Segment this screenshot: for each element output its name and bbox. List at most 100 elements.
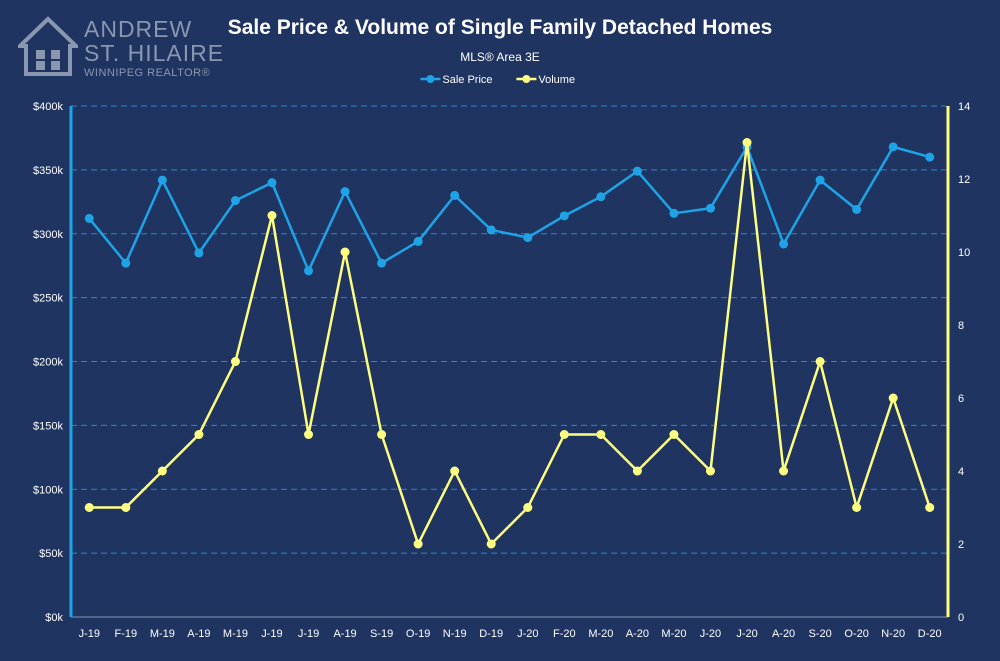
sale-price-point <box>925 152 935 162</box>
x-tick-label: A-19 <box>187 628 210 640</box>
volume-point <box>377 430 387 439</box>
volume-point <box>267 211 277 220</box>
chart-subtitle: MLS® Area 3E <box>460 50 540 64</box>
x-tick-label: J-20 <box>736 628 757 640</box>
x-tick-label: M-19 <box>150 628 175 640</box>
sale-price-point <box>267 178 277 188</box>
volume-point <box>742 138 752 147</box>
x-tick-label: M-20 <box>661 628 686 640</box>
sale-price-point <box>523 233 533 243</box>
x-tick-label: J-19 <box>79 628 100 640</box>
house-icon <box>18 16 78 76</box>
sale-price-point <box>84 213 94 223</box>
y-right-tick-label: 2 <box>958 539 964 551</box>
sale-price-point <box>121 258 131 268</box>
volume-point <box>194 430 204 439</box>
brand-tagline: WINNIPEG REALTOR® <box>84 67 211 79</box>
volume-point <box>815 357 825 366</box>
volume-point <box>925 503 935 512</box>
chart-title: Sale Price & Volume of Single Family Det… <box>227 16 773 39</box>
volume-point <box>523 503 533 512</box>
volume-point <box>340 247 350 257</box>
sale-price-point <box>779 239 789 249</box>
x-tick-label: N-20 <box>881 628 905 640</box>
volume-series-line <box>89 141 931 546</box>
volume-point <box>669 430 679 439</box>
sale-price-point <box>705 203 715 213</box>
x-tick-label: D-20 <box>918 628 942 640</box>
x-tick-label: A-20 <box>626 628 649 640</box>
x-tick-label: F-20 <box>553 628 576 640</box>
y-left-tick-label: $100k <box>33 484 63 496</box>
y-right-tick-label: 12 <box>958 174 970 186</box>
y-right-tick-label: 14 <box>958 101 970 113</box>
brand-logo: ANDREW ST. HILAIRE WINNIPEG REALTOR® <box>18 14 228 80</box>
legend-sale-price-marker <box>426 75 435 83</box>
x-tick-label: A-20 <box>772 628 795 640</box>
x-tick-label: J-20 <box>700 628 721 640</box>
sale-price-point <box>450 190 460 200</box>
sale-price-point <box>486 225 496 235</box>
volume-point <box>84 503 94 512</box>
sale-price-point <box>413 236 423 246</box>
volume-point <box>157 466 167 476</box>
sale-price-series-line <box>88 145 931 273</box>
volume-point <box>486 539 496 549</box>
legend-volume-marker <box>522 75 531 83</box>
sale-price-point <box>559 211 569 221</box>
legend-volume-label: Volume <box>538 74 575 86</box>
sale-price-point <box>340 187 350 197</box>
y-right-tick-label: 10 <box>958 247 970 259</box>
sale-price-point <box>194 248 204 258</box>
sale-price-point <box>157 175 167 185</box>
volume-point <box>888 393 898 403</box>
x-tick-label: O-20 <box>844 628 868 640</box>
volume-point <box>413 539 423 549</box>
y-left-tick-label: $0k <box>45 612 63 624</box>
legend-sale-price-label: Sale Price <box>442 74 492 86</box>
volume-point <box>559 430 569 439</box>
y-left-tick-label: $150k <box>33 420 63 432</box>
y-left-tick-label: $200k <box>33 357 63 369</box>
volume-point <box>705 466 715 476</box>
x-tick-label: J-20 <box>517 628 538 640</box>
sale-price-point <box>888 142 898 152</box>
x-tick-label: S-19 <box>370 628 393 640</box>
brand-name-line2: ST. HILAIRE <box>84 40 225 66</box>
sale-price-point <box>304 266 314 276</box>
x-tick-label: O-19 <box>406 628 430 640</box>
sale-price-point <box>815 175 825 185</box>
y-right-tick-label: 0 <box>958 612 964 624</box>
volume-point <box>632 466 642 476</box>
volume-point <box>596 430 606 439</box>
y-left-tick-label: $300k <box>33 229 63 241</box>
sale-price-point <box>852 204 862 214</box>
x-tick-label: J-19 <box>261 628 282 640</box>
x-tick-label: N-19 <box>443 628 467 640</box>
y-right-tick-label: 4 <box>958 466 964 478</box>
y-left-tick-label: $50k <box>39 548 63 560</box>
sale-price-point <box>377 258 387 268</box>
y-left-tick-label: $350k <box>33 165 63 177</box>
volume-point <box>779 466 789 476</box>
y-left-tick-label: $250k <box>33 293 63 305</box>
x-tick-label: M-20 <box>588 628 613 640</box>
x-tick-label: A-19 <box>333 628 356 640</box>
volume-point <box>121 503 131 512</box>
x-tick-label: D-19 <box>479 628 503 640</box>
volume-point <box>230 357 240 366</box>
volume-point <box>450 466 460 476</box>
sale-price-point <box>669 208 679 218</box>
x-tick-label: S-20 <box>808 628 831 640</box>
y-left-tick-label: $400k <box>33 101 63 113</box>
sale-price-point <box>632 166 642 176</box>
volume-point <box>852 503 862 512</box>
y-right-tick-label: 8 <box>958 320 964 332</box>
brand-name-line1: ANDREW <box>84 16 193 42</box>
x-tick-label: F-19 <box>115 628 138 640</box>
sale-price-point <box>596 192 606 202</box>
x-tick-label: J-19 <box>298 628 319 640</box>
y-right-tick-label: 6 <box>958 393 964 405</box>
sale-price-point <box>230 196 240 206</box>
